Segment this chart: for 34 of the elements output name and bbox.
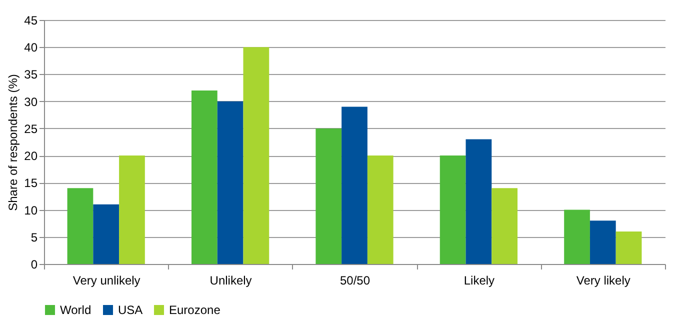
bar xyxy=(191,90,218,264)
y-tick-label: 20 xyxy=(24,149,38,164)
y-tick-label: 35 xyxy=(24,68,38,82)
bar xyxy=(316,128,342,264)
x-tick-label: Likely xyxy=(464,274,495,288)
x-tick-label: Very unlikely xyxy=(72,274,140,288)
y-tick-label: 40 xyxy=(24,40,38,55)
y-axis-title: Share of respondents (%) xyxy=(6,74,20,211)
y-tick-label: 25 xyxy=(24,122,38,136)
y-tick-label: 5 xyxy=(30,230,38,244)
y-tick-label: 45 xyxy=(24,14,38,28)
y-tick-label: 30 xyxy=(24,94,38,109)
bar xyxy=(564,210,590,264)
legend-label: Eurozone xyxy=(169,303,221,317)
bar xyxy=(590,220,616,264)
y-tick-label: 0 xyxy=(30,258,38,272)
legend-label: USA xyxy=(118,303,143,317)
bar xyxy=(616,231,642,264)
bar xyxy=(67,188,94,264)
bar xyxy=(119,156,145,264)
x-tick-label: Unlikely xyxy=(210,274,252,288)
bar xyxy=(492,188,518,264)
y-tick-label: 15 xyxy=(24,176,38,190)
bar xyxy=(243,47,270,264)
bar xyxy=(440,156,466,264)
bar xyxy=(93,204,120,264)
bar xyxy=(466,139,492,264)
bar xyxy=(217,101,244,264)
bar xyxy=(342,106,368,264)
y-tick-label: 10 xyxy=(24,203,38,218)
legend-label: World xyxy=(60,303,92,317)
x-tick-label: 50/50 xyxy=(340,274,370,288)
bar xyxy=(367,156,394,264)
x-tick-label: Very likely xyxy=(576,274,630,288)
